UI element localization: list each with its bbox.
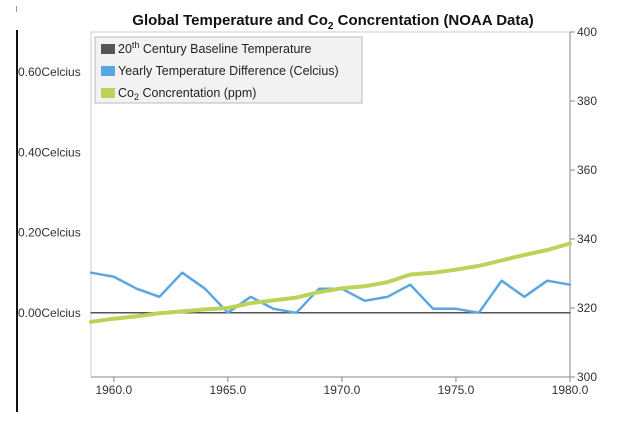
left-y-axis-ticks: 0.00Celcius 0.20Celcius 0.40Celcius 0.60Cel… <box>18 65 81 320</box>
right-y-tick-label: 400 <box>577 25 597 39</box>
x-tick-label: 1960.0 <box>95 383 132 397</box>
legend-label-co2-sub: 2 <box>134 92 139 102</box>
right-y-tick-label: 360 <box>577 163 597 177</box>
right-y-tick-label: 340 <box>577 232 597 246</box>
x-tick-label: 1980.0 <box>552 383 589 397</box>
legend-box <box>94 36 363 104</box>
right-y-tick-label: 300 <box>577 370 597 384</box>
chart-title-main: Global Temperature and Co <box>132 12 328 29</box>
left-y-tick-label: 0.60Celcius <box>18 65 81 79</box>
legend-label-baseline-main: 20 <box>118 42 132 56</box>
left-y-tick-label: 0.40Celcius <box>18 145 81 159</box>
legend-label-baseline-sup: th <box>132 40 140 50</box>
chart-title-sub: 2 <box>328 21 334 32</box>
top-edge-mark <box>16 6 17 12</box>
page-left-rule <box>16 30 18 412</box>
legend-label-co2-main: Co <box>118 86 134 100</box>
legend[interactable]: 20th Century Baseline Temperature Yearly… <box>94 36 363 104</box>
chart-title-rest: Concrentation (NOAA Data) <box>333 12 533 29</box>
legend-label-co2-rest: Concrentation (ppm) <box>139 86 256 100</box>
legend-label-baseline-rest: Century Baseline Temperature <box>139 42 311 56</box>
right-y-tick-label: 320 <box>577 301 597 315</box>
legend-label-temperature[interactable]: Yearly Temperature Difference (Celcius) <box>118 64 339 78</box>
x-tick-label: 1975.0 <box>438 383 475 397</box>
legend-label-baseline[interactable]: 20th Century Baseline Temperature <box>118 40 312 56</box>
left-y-tick-label: 0.00Celcius <box>18 306 81 320</box>
legend-swatch-co2 <box>101 88 115 98</box>
right-y-tick-label: 380 <box>577 94 597 108</box>
x-axis-ticks: 1960.0 1965.0 1970.0 1975.0 1980.0 <box>95 377 589 397</box>
legend-swatch-temperature <box>101 66 115 76</box>
series-line-temperature <box>89 271 572 315</box>
chart-title: Global Temperature and Co2 Concrentation… <box>132 12 533 32</box>
right-y-axis-ticks: 300 320 340 360 380 400 <box>570 25 597 384</box>
x-tick-label: 1970.0 <box>324 383 361 397</box>
legend-swatch-baseline <box>101 44 115 54</box>
series-line-co2 <box>89 241 572 324</box>
x-tick-label: 1965.0 <box>210 383 247 397</box>
legend-label-co2[interactable]: Co2 Concrentation (ppm) <box>118 86 256 102</box>
series-layer <box>89 241 572 324</box>
left-y-tick-label: 0.20Celcius <box>18 226 81 240</box>
